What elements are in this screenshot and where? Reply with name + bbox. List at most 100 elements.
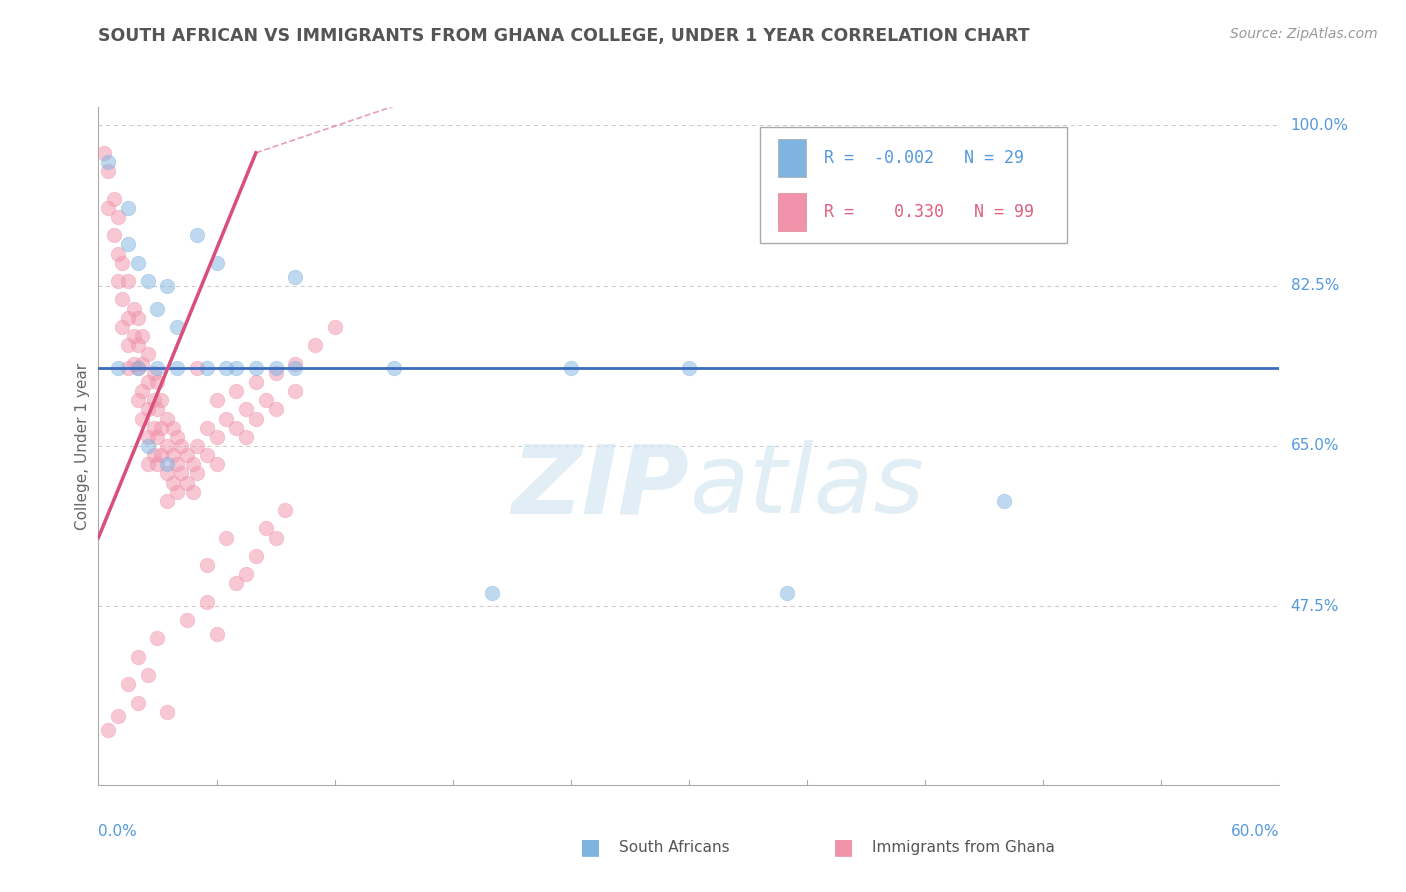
Point [127,338,149,352]
Point [162,448,184,462]
Point [146,301,169,316]
FancyBboxPatch shape [778,139,806,177]
Point [107,210,129,224]
Point [225,361,247,376]
Point [146,361,169,376]
Point [131,411,153,425]
Point [146,632,169,646]
Point [111,293,134,307]
Point [166,361,188,376]
Text: 0.0%: 0.0% [98,824,138,838]
Point [225,576,247,591]
Point [111,319,134,334]
Point [181,484,204,499]
Point [136,402,159,417]
Point [150,448,173,462]
Text: South Africans: South Africans [619,840,730,855]
Point [264,402,287,417]
Point [131,329,153,343]
Point [103,192,125,206]
Point [156,467,179,481]
Text: ZIP: ZIP [510,440,689,533]
Point [215,411,238,425]
Point [678,361,700,376]
Text: 65.0%: 65.0% [1291,439,1339,453]
Point [254,393,277,408]
Point [195,595,218,609]
Text: Source: ZipAtlas.com: Source: ZipAtlas.com [1230,27,1378,41]
Point [136,375,159,389]
Point [93,145,115,160]
Point [127,696,149,710]
Point [107,274,129,288]
Point [254,521,277,535]
Point [136,274,159,288]
Point [107,361,129,376]
Point [166,319,188,334]
Point [993,494,1015,508]
Point [481,585,503,599]
Point [245,549,267,563]
FancyBboxPatch shape [759,128,1067,243]
Point [97,201,120,215]
Point [127,361,149,376]
Point [176,475,198,490]
Point [560,361,582,376]
Point [146,458,169,472]
Point [97,164,120,178]
Text: SOUTH AFRICAN VS IMMIGRANTS FROM GHANA COLLEGE, UNDER 1 YEAR CORRELATION CHART: SOUTH AFRICAN VS IMMIGRANTS FROM GHANA C… [98,27,1031,45]
Point [195,361,218,376]
Point [776,585,799,599]
Point [186,439,208,453]
Point [205,627,228,641]
Text: atlas: atlas [689,440,924,533]
Point [284,384,307,398]
Point [205,458,228,472]
Point [111,256,134,270]
Point [146,430,169,444]
Point [205,256,228,270]
Point [107,246,129,260]
Point [225,384,247,398]
Point [122,329,145,343]
Point [284,361,307,376]
Point [162,420,184,434]
Point [150,393,173,408]
Point [146,402,169,417]
FancyBboxPatch shape [778,194,806,231]
Point [117,201,139,215]
Text: ■: ■ [581,838,600,857]
Point [245,375,267,389]
Text: 100.0%: 100.0% [1291,118,1348,133]
Point [156,278,179,293]
Point [107,709,129,723]
Point [142,448,165,462]
Y-axis label: College, Under 1 year: College, Under 1 year [75,362,90,530]
Point [215,361,238,376]
Point [136,439,159,453]
Point [131,384,153,398]
Point [142,393,165,408]
Point [284,269,307,284]
Point [323,319,346,334]
Point [235,567,257,582]
Point [122,357,145,371]
Point [181,458,204,472]
Point [186,361,208,376]
Text: R =    0.330   N = 99: R = 0.330 N = 99 [824,203,1033,221]
Point [136,347,159,361]
Point [284,357,307,371]
Point [156,411,179,425]
Point [382,361,405,376]
Point [186,228,208,243]
Point [122,301,145,316]
Point [156,494,179,508]
Point [136,668,159,682]
Point [142,420,165,434]
Point [264,366,287,380]
Point [136,430,159,444]
Point [127,393,149,408]
Point [166,458,188,472]
Point [117,310,139,325]
Point [264,531,287,545]
